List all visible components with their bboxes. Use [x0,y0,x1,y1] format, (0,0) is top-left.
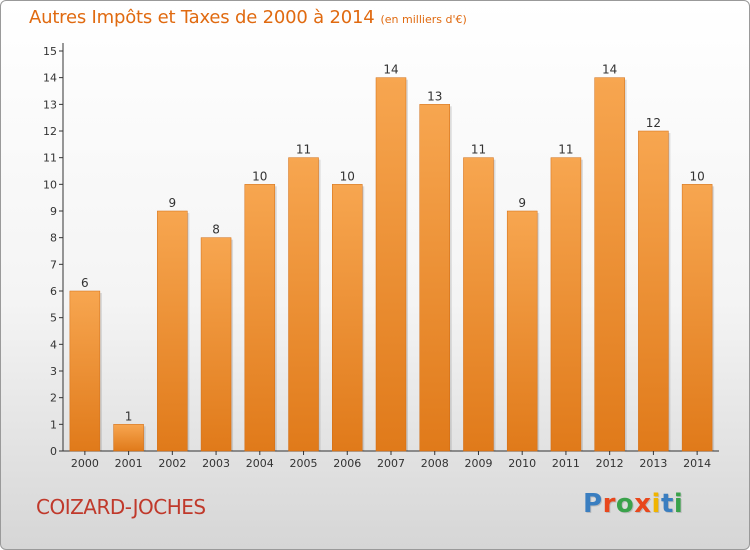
data-label: 11 [296,143,311,157]
y-tick-label: 5 [50,312,57,325]
y-tick-label: 10 [43,178,57,191]
y-tick-label: 1 [50,418,57,431]
bar [200,237,232,452]
chart-title-text: Autres Impôts et Taxes de 2000 à 2014 [29,7,375,28]
data-label: 6 [81,276,89,290]
chart-subtitle: (en milliers d'€) [380,13,467,26]
bar [594,77,625,452]
bar [288,157,319,452]
data-label: 9 [518,196,526,210]
y-tick-label: 9 [50,205,57,218]
y-tick-label: 12 [43,125,57,138]
y-tick-label: 4 [50,338,57,351]
logo-letter: i [651,489,661,519]
x-tick-label: 2013 [639,457,667,470]
data-label: 14 [383,63,398,77]
x-tick-label: 2001 [115,457,143,470]
data-label: 12 [646,116,661,130]
x-tick-label: 2009 [464,457,492,470]
bar [419,104,450,452]
y-tick-label: 14 [43,72,57,85]
y-tick-label: 0 [50,445,57,458]
x-tick-label: 2010 [508,457,536,470]
data-label: 1 [125,409,133,423]
data-label: 13 [427,89,442,103]
y-tick-label: 8 [50,232,57,245]
data-label: 9 [169,196,177,210]
data-label: 11 [558,143,573,157]
x-tick-label: 2002 [158,457,186,470]
x-tick-label: 2012 [596,457,624,470]
logo-letter: i [673,489,684,519]
x-tick-label: 2014 [683,457,711,470]
logo-letter: o [615,489,635,519]
bar [681,184,713,452]
x-tick-label: 2008 [421,457,449,470]
logo-letter: t [660,489,674,519]
data-label: 10 [340,169,355,183]
logo-letter: r [602,489,616,519]
bar [550,157,582,452]
logo-letter: x [634,489,652,519]
x-tick-label: 2004 [246,457,274,470]
y-tick-label: 13 [43,98,57,111]
y-tick-label: 11 [43,152,57,165]
bar [638,130,669,452]
data-label: 14 [602,63,617,77]
x-tick-label: 2000 [71,457,99,470]
bar [332,184,363,452]
bar [244,184,276,452]
y-tick-label: 2 [50,392,57,405]
x-tick-label: 2011 [552,457,580,470]
y-tick-label: 15 [43,45,57,58]
y-tick-label: 7 [50,258,57,271]
logo-letter: P [583,489,603,519]
x-tick-label: 2005 [290,457,318,470]
data-label: 10 [252,169,267,183]
bar [69,290,101,452]
data-label: 10 [689,169,704,183]
bar [157,210,188,452]
data-label: 11 [471,143,486,157]
y-tick-label: 3 [50,365,57,378]
x-tick-label: 2007 [377,457,405,470]
chart-title: Autres Impôts et Taxes de 2000 à 2014 (en… [29,7,467,28]
bar [463,157,494,452]
bar [113,424,144,452]
x-tick-label: 2003 [202,457,230,470]
bar [506,210,538,452]
bar [375,77,407,452]
y-tick-label: 6 [50,285,57,298]
commune-name: COIZARD-JOCHES [36,495,206,519]
proxiti-logo: Proxiti [583,489,683,519]
x-tick-label: 2006 [333,457,361,470]
data-label: 8 [212,223,220,237]
